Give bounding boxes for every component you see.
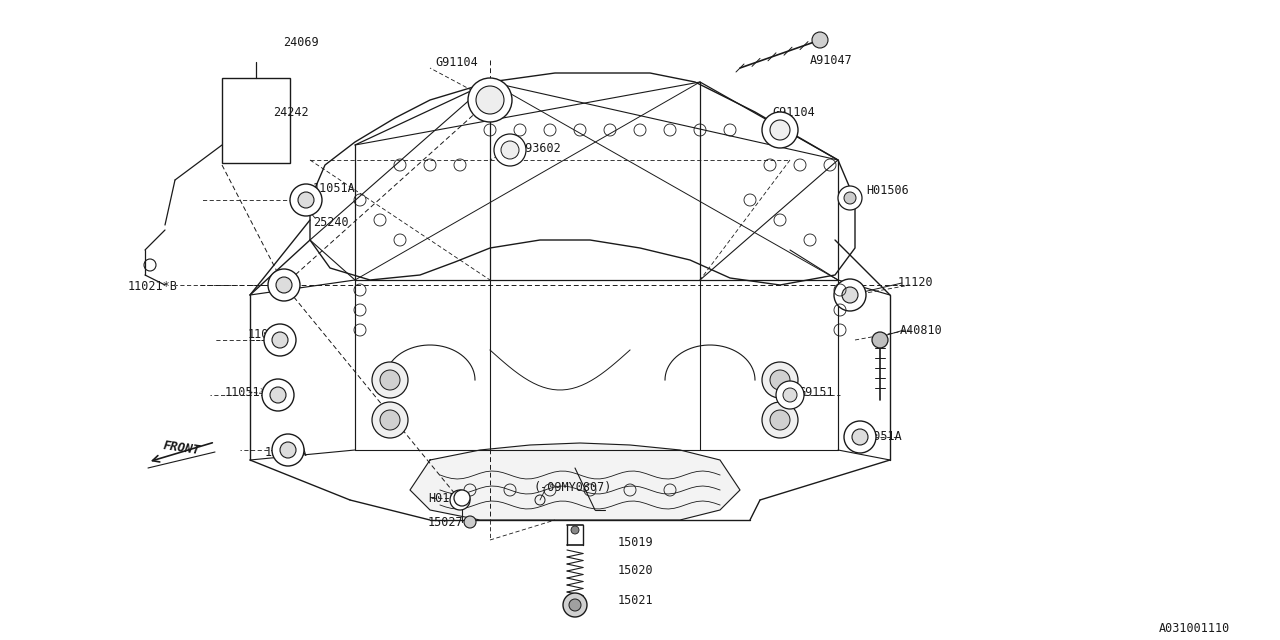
- Text: 11051A: 11051A: [265, 447, 307, 460]
- Circle shape: [268, 269, 300, 301]
- Circle shape: [835, 279, 867, 311]
- Circle shape: [451, 490, 470, 510]
- Text: H01506: H01506: [428, 492, 471, 504]
- Text: 11051A: 11051A: [314, 182, 356, 195]
- Text: A91047: A91047: [810, 54, 852, 67]
- Circle shape: [844, 192, 856, 204]
- Circle shape: [262, 379, 294, 411]
- Circle shape: [264, 324, 296, 356]
- Text: 11051A: 11051A: [248, 328, 291, 342]
- Text: 11051*B: 11051*B: [225, 387, 275, 399]
- Circle shape: [270, 387, 285, 403]
- Circle shape: [563, 593, 588, 617]
- Circle shape: [273, 332, 288, 348]
- Text: 11051A: 11051A: [860, 431, 902, 444]
- Circle shape: [571, 526, 579, 534]
- Text: G91104: G91104: [435, 56, 477, 68]
- Circle shape: [454, 490, 470, 506]
- Circle shape: [280, 442, 296, 458]
- Circle shape: [372, 402, 408, 438]
- Text: 11021*B: 11021*B: [128, 280, 178, 294]
- Text: A031001110: A031001110: [1158, 621, 1230, 634]
- Text: G91104: G91104: [772, 106, 815, 118]
- Circle shape: [298, 192, 314, 208]
- Polygon shape: [410, 443, 740, 520]
- Bar: [221, 78, 291, 163]
- Circle shape: [372, 362, 408, 398]
- Circle shape: [783, 388, 797, 402]
- Circle shape: [842, 287, 858, 303]
- Circle shape: [771, 370, 790, 390]
- Circle shape: [468, 78, 512, 122]
- Circle shape: [291, 184, 323, 216]
- Circle shape: [838, 186, 861, 210]
- Circle shape: [844, 421, 876, 453]
- Circle shape: [771, 410, 790, 430]
- Circle shape: [380, 370, 399, 390]
- Circle shape: [494, 134, 526, 166]
- Circle shape: [500, 141, 518, 159]
- Circle shape: [762, 112, 797, 148]
- Circle shape: [476, 86, 504, 114]
- Circle shape: [570, 599, 581, 611]
- Text: (-09MY0807): (-09MY0807): [532, 481, 612, 495]
- Circle shape: [812, 32, 828, 48]
- Text: FRONT: FRONT: [163, 439, 201, 457]
- Text: 24069: 24069: [283, 35, 319, 49]
- Text: G93602: G93602: [518, 141, 561, 154]
- Text: 15020: 15020: [618, 563, 654, 577]
- Text: 11120: 11120: [899, 276, 933, 289]
- Circle shape: [771, 120, 790, 140]
- Text: 15019: 15019: [618, 536, 654, 548]
- Circle shape: [776, 381, 804, 409]
- Text: A40810: A40810: [900, 323, 943, 337]
- Circle shape: [852, 429, 868, 445]
- Text: 15021: 15021: [618, 593, 654, 607]
- Text: H01506: H01506: [867, 184, 909, 196]
- Text: 24242: 24242: [273, 106, 308, 118]
- Circle shape: [465, 516, 476, 528]
- Text: 15027: 15027: [428, 515, 463, 529]
- Circle shape: [380, 410, 399, 430]
- Circle shape: [872, 332, 888, 348]
- Circle shape: [762, 402, 797, 438]
- Circle shape: [762, 362, 797, 398]
- Text: 25240: 25240: [314, 216, 348, 228]
- Circle shape: [273, 434, 305, 466]
- Text: G9151: G9151: [797, 387, 833, 399]
- Circle shape: [454, 495, 465, 505]
- Circle shape: [276, 277, 292, 293]
